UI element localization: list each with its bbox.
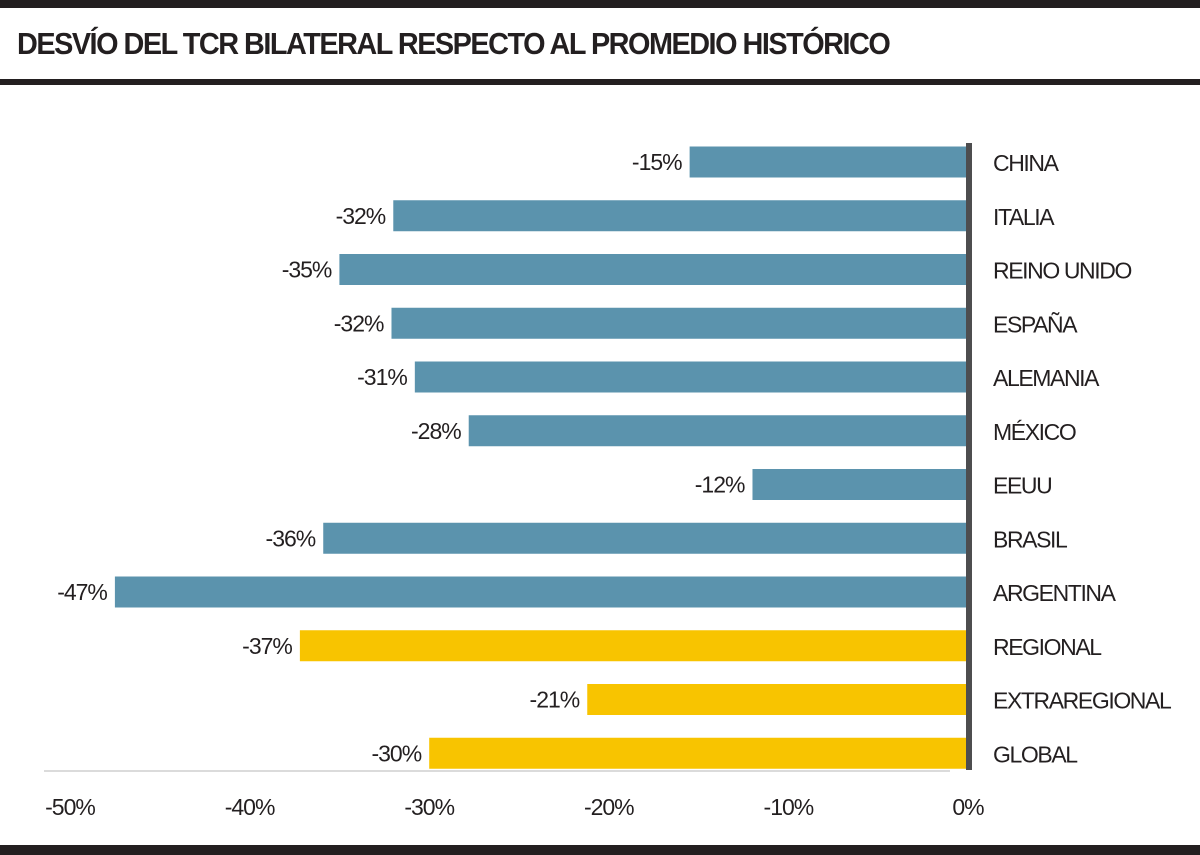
bar-2 (339, 254, 968, 285)
category-label-11: GLOBAL (993, 741, 1078, 767)
category-label-9: REGIONAL (993, 634, 1102, 660)
value-label-7: -36% (266, 525, 316, 551)
bar-11 (429, 737, 968, 769)
category-label-10: EXTRAREGIONAL (993, 688, 1172, 714)
bar-8 (114, 576, 968, 608)
bar-7 (323, 522, 969, 554)
value-label-5: -28% (411, 418, 461, 444)
bar-4 (414, 361, 968, 393)
value-label-6: -12% (695, 472, 745, 498)
x-tick-label-4: -10% (764, 794, 814, 820)
title-rule (0, 79, 1200, 85)
bottom-rule (0, 845, 1200, 855)
value-label-9: -37% (242, 633, 292, 659)
category-label-0: CHINA (993, 150, 1060, 176)
category-label-3: ESPAÑA (993, 311, 1078, 337)
x-tick-label-2: -30% (404, 794, 454, 820)
bar-3 (391, 307, 968, 339)
value-label-4: -31% (357, 364, 407, 390)
category-label-5: MÉXICO (993, 419, 1076, 445)
x-tick-label-3: -20% (584, 794, 634, 820)
bar-0 (689, 146, 968, 178)
category-label-6: EEUU (993, 473, 1051, 499)
category-label-7: BRASIL (993, 526, 1068, 552)
value-label-3: -32% (334, 310, 384, 336)
x-tick-label-0: -50% (45, 794, 95, 820)
bar-10 (587, 684, 968, 715)
value-label-1: -32% (336, 203, 386, 229)
bar-1 (393, 200, 968, 232)
value-label-10: -21% (530, 687, 580, 713)
category-label-4: ALEMANIA (993, 365, 1100, 391)
category-label-8: ARGENTINA (993, 580, 1117, 606)
value-label-0: -15% (632, 149, 682, 175)
top-rule (0, 0, 1200, 8)
category-label-2: REINO UNIDO (993, 258, 1131, 284)
category-label-1: ITALIA (993, 204, 1055, 230)
bar-9 (299, 630, 968, 662)
x-tick-label-1: -40% (225, 794, 275, 820)
value-label-8: -47% (57, 579, 107, 605)
chart-title: DESVÍO DEL TCR BILATERAL RESPECTO AL PRO… (17, 26, 891, 61)
value-label-2: -35% (282, 257, 332, 283)
bar-5 (468, 415, 968, 447)
bar-6 (752, 469, 968, 500)
zero-axis (966, 143, 972, 770)
value-label-11: -30% (371, 740, 421, 766)
x-tick-label-5: 0% (952, 794, 984, 820)
